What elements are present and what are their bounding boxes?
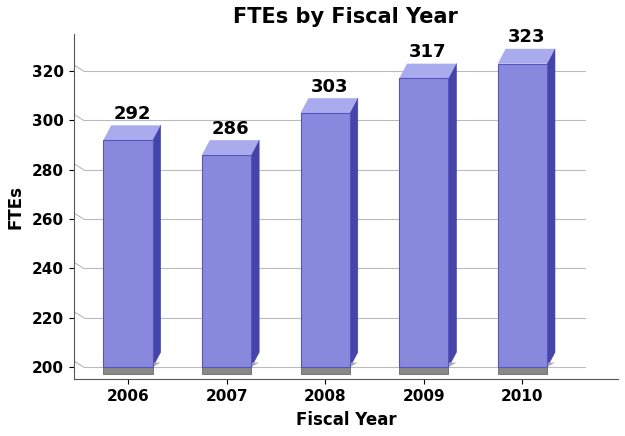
Polygon shape: [350, 98, 358, 367]
Polygon shape: [103, 363, 161, 367]
Polygon shape: [449, 64, 456, 367]
Bar: [103, 367, 152, 375]
Text: 323: 323: [508, 28, 545, 46]
Text: 317: 317: [409, 43, 446, 61]
Title: FTEs by Fiscal Year: FTEs by Fiscal Year: [234, 7, 458, 27]
Bar: [202, 155, 251, 367]
Polygon shape: [399, 64, 456, 78]
Bar: [103, 140, 152, 367]
Polygon shape: [547, 49, 555, 367]
Text: 286: 286: [212, 119, 249, 138]
Y-axis label: FTEs: FTEs: [7, 185, 25, 229]
Polygon shape: [498, 49, 555, 64]
X-axis label: Fiscal Year: Fiscal Year: [296, 411, 396, 429]
Polygon shape: [301, 363, 358, 367]
Polygon shape: [202, 140, 259, 155]
Bar: [399, 367, 449, 375]
Text: 292: 292: [113, 105, 151, 123]
Polygon shape: [251, 140, 259, 367]
Polygon shape: [103, 125, 161, 140]
Polygon shape: [301, 98, 358, 113]
Bar: [202, 367, 251, 375]
Polygon shape: [498, 363, 555, 367]
Polygon shape: [152, 125, 161, 367]
Polygon shape: [202, 363, 259, 367]
Bar: [301, 113, 350, 367]
Bar: [498, 64, 547, 367]
Bar: [399, 78, 449, 367]
Bar: [301, 367, 350, 375]
Bar: [498, 367, 547, 375]
Polygon shape: [399, 363, 456, 367]
Text: 303: 303: [311, 78, 348, 96]
